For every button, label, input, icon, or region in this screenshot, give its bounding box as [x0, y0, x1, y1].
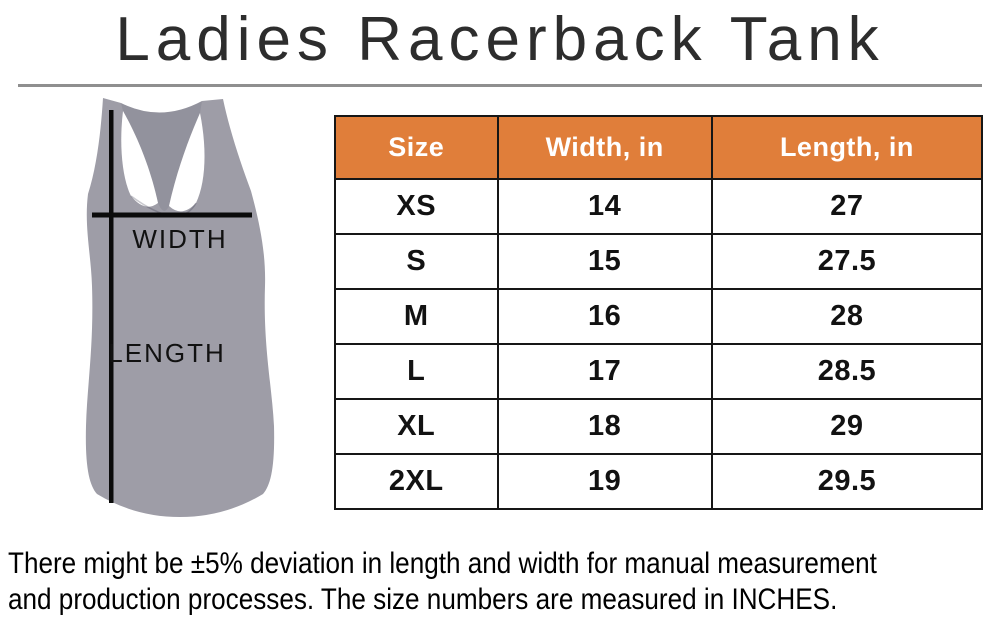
width-measure-line: [92, 212, 252, 218]
length-cell: 27: [710, 178, 984, 235]
size-cell: M: [334, 288, 499, 345]
header-row: Size Width, in Length, in: [334, 115, 984, 180]
length-cell: 27.5: [710, 233, 984, 290]
size-cell: XS: [334, 178, 499, 235]
table-row: XS 14 27: [334, 178, 984, 235]
table-row: S 15 27.5: [334, 233, 984, 290]
tank-top-image: WIDTH LENGTH: [85, 98, 275, 517]
size-chart-table: Size Width, in Length, in XS 14 27 S 15 …: [334, 115, 984, 510]
width-cell: 16: [496, 288, 713, 345]
length-cell: 29.5: [710, 453, 984, 510]
length-cell: 29: [710, 398, 984, 455]
disclaimer-text: There might be ±5% deviation in length a…: [8, 546, 1000, 618]
width-label: WIDTH: [132, 224, 227, 254]
length-cell: 28: [710, 288, 984, 345]
table-row: M 16 28: [334, 288, 984, 345]
width-cell: 17: [496, 343, 713, 400]
size-cell: L: [334, 343, 499, 400]
size-cell: XL: [334, 398, 499, 455]
racerback-panel: [121, 101, 202, 211]
width-cell: 19: [496, 453, 713, 510]
length-cell: 28.5: [710, 343, 984, 400]
table-row: 2XL 19 29.5: [334, 453, 984, 510]
width-cell: 14: [496, 178, 713, 235]
length-label: LENGTH: [108, 338, 225, 368]
armhole-cutout-right: [169, 113, 205, 212]
armhole-cutout-left: [121, 111, 158, 207]
size-cell: S: [334, 233, 499, 290]
column-header-length: Length, in: [710, 115, 984, 180]
disclaimer-line-1: There might be ±5% deviation in length a…: [8, 547, 877, 580]
disclaimer-line-2: and production processes. The size numbe…: [8, 583, 838, 616]
length-measure-line: [109, 110, 114, 503]
table-row: XL 18 29: [334, 398, 984, 455]
title-divider: [18, 84, 982, 87]
width-cell: 15: [496, 233, 713, 290]
table-row: L 17 28.5: [334, 343, 984, 400]
column-header-size: Size: [334, 115, 499, 180]
tank-silhouette: [85, 98, 275, 517]
page-title: Ladies Racerback Tank: [115, 5, 885, 74]
width-cell: 18: [496, 398, 713, 455]
size-cell: 2XL: [334, 453, 499, 510]
column-header-width: Width, in: [496, 115, 713, 180]
tank-figure: WIDTH LENGTH: [60, 90, 300, 540]
